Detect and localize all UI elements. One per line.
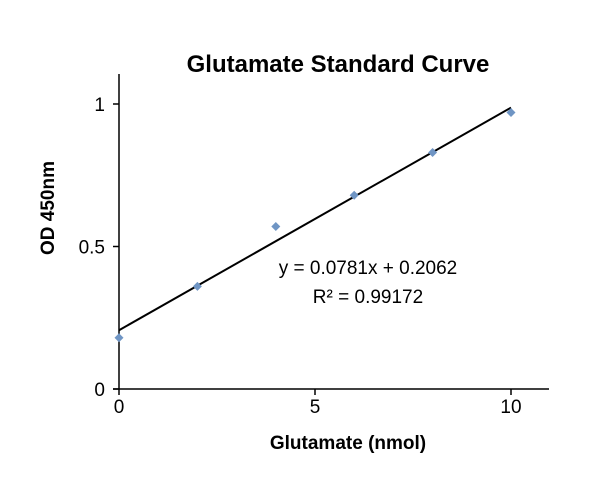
trendline-group <box>118 106 512 332</box>
trendline <box>118 106 512 332</box>
x-tick-label: 0 <box>114 397 125 418</box>
data-point <box>428 147 438 157</box>
x-tick-label: 5 <box>310 397 321 418</box>
data-point <box>192 281 202 291</box>
data-point <box>349 190 359 200</box>
y-tick-label: 1 <box>94 95 105 116</box>
data-point <box>506 108 516 118</box>
data-points <box>114 108 516 343</box>
x-tick-label: 10 <box>500 397 521 418</box>
ticks: 0 5 10 0 0.5 1 <box>79 95 522 418</box>
trendline-equation: y = 0.0781x + 0.2062 <box>279 258 458 279</box>
x-axis-label: Glutamate (nmol) <box>270 433 426 454</box>
r-squared-label: R² = 0.99172 <box>313 287 423 308</box>
chart-title: Glutamate Standard Curve <box>187 51 490 78</box>
axes <box>113 74 549 390</box>
y-axis-label: OD 450nm <box>38 161 59 255</box>
data-point <box>114 333 124 343</box>
y-tick-label: 0.5 <box>79 238 105 259</box>
data-point <box>271 222 281 232</box>
y-tick-label: 0 <box>94 380 105 401</box>
